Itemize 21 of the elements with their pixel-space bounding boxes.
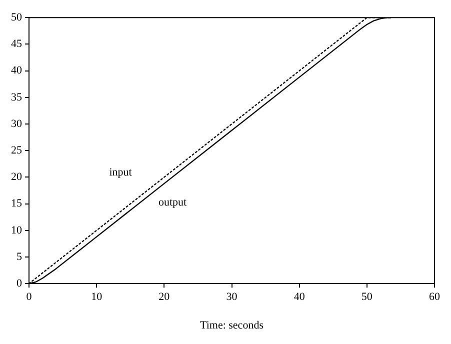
x-tick-label: 40 [294,291,306,304]
x-tick-label: 0 [26,291,32,304]
series-label: output [158,196,187,208]
y-tick-label: 35 [11,91,22,104]
y-tick-label: 10 [11,224,22,236]
x-tick-label: 30 [226,291,238,304]
y-tick-label: 5 [16,250,22,263]
y-tick-label: 45 [11,38,22,50]
x-tick-label: 10 [91,291,103,304]
x-tick-label: 50 [361,291,373,304]
y-tick-label: 25 [11,144,22,156]
x-axis-title: Time: seconds [200,319,264,332]
y-tick-label: 40 [11,64,22,77]
y-tick-label: 15 [11,198,22,210]
x-tick-label: 60 [429,291,440,304]
y-tick-label: 50 [11,11,22,24]
x-tick-label: 20 [158,291,170,304]
series-label: input [109,166,132,179]
y-tick-label: 30 [11,118,22,130]
y-tick-label: 0 [16,277,22,290]
y-tick-label: 20 [11,171,22,184]
